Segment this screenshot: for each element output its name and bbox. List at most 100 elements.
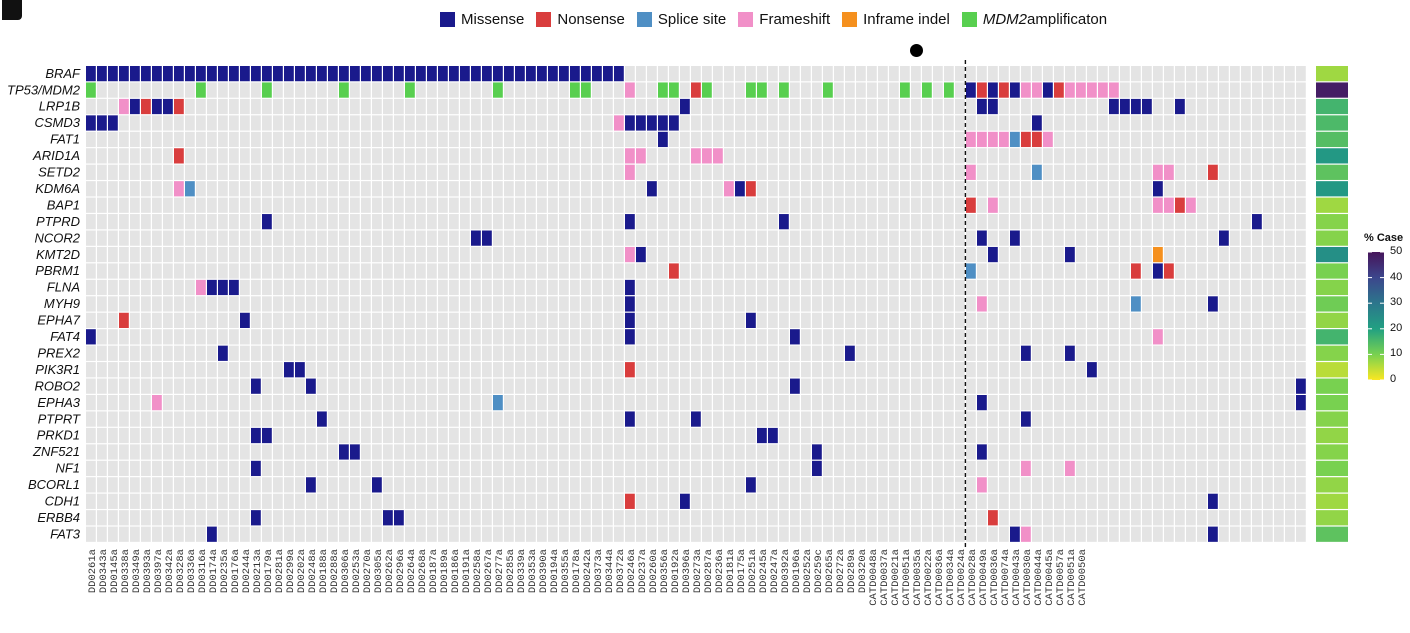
empty-cell <box>878 296 888 312</box>
empty-cell <box>977 526 987 542</box>
empty-cell <box>823 526 833 542</box>
mutation-cell <box>493 66 503 82</box>
empty-cell <box>339 246 349 263</box>
empty-cell <box>515 460 525 477</box>
empty-cell <box>394 362 404 378</box>
empty-cell <box>966 181 976 197</box>
mutation-cell <box>394 66 404 82</box>
mutation-cell <box>680 98 690 115</box>
empty-cell <box>746 263 756 279</box>
empty-cell <box>845 98 855 115</box>
empty-cell <box>658 98 668 115</box>
empty-cell <box>471 345 481 361</box>
empty-cell <box>680 296 690 312</box>
empty-cell <box>1109 230 1119 246</box>
empty-cell <box>482 427 492 444</box>
empty-cell <box>361 82 371 98</box>
empty-cell <box>592 395 602 411</box>
empty-cell <box>262 477 272 493</box>
empty-cell <box>515 477 525 493</box>
empty-cell <box>1263 312 1273 328</box>
empty-cell <box>317 131 327 148</box>
empty-cell <box>218 395 228 411</box>
sample-label: CATD0022a <box>923 549 935 606</box>
empty-cell <box>955 493 965 509</box>
empty-cell <box>559 477 569 493</box>
empty-cell <box>570 526 580 542</box>
empty-cell <box>108 329 118 345</box>
gene-label: SETD2 <box>38 165 81 180</box>
empty-cell <box>1274 345 1284 361</box>
sample-label: DD0264a <box>406 549 418 593</box>
empty-cell <box>251 98 261 115</box>
empty-cell <box>328 477 338 493</box>
empty-cell <box>526 345 536 361</box>
percent-case-cell <box>1316 427 1348 444</box>
mutation-cell <box>625 362 635 378</box>
empty-cell <box>306 296 316 312</box>
empty-cell <box>174 329 184 345</box>
empty-cell <box>1098 460 1108 477</box>
empty-cell <box>735 493 745 509</box>
empty-cell <box>471 197 481 213</box>
mutation-cell <box>1021 460 1031 477</box>
empty-cell <box>768 411 778 427</box>
empty-cell <box>1043 98 1053 115</box>
empty-cell <box>548 477 558 493</box>
empty-cell <box>427 181 437 197</box>
empty-cell <box>262 312 272 328</box>
empty-cell <box>97 230 107 246</box>
empty-cell <box>526 246 536 263</box>
empty-cell <box>295 329 305 345</box>
empty-cell <box>1274 510 1284 526</box>
empty-cell <box>603 246 613 263</box>
empty-cell <box>845 197 855 213</box>
empty-cell <box>592 329 602 345</box>
mutation-cell <box>207 66 217 82</box>
mutation-cell <box>1109 82 1119 98</box>
empty-cell <box>768 362 778 378</box>
empty-cell <box>867 82 877 98</box>
empty-cell <box>999 214 1009 230</box>
empty-cell <box>1065 312 1075 328</box>
empty-cell <box>845 444 855 460</box>
empty-cell <box>702 345 712 361</box>
empty-cell <box>174 526 184 542</box>
empty-cell <box>977 427 987 444</box>
empty-cell <box>955 197 965 213</box>
mutation-cell <box>339 444 349 460</box>
empty-cell <box>482 493 492 509</box>
empty-cell <box>581 362 591 378</box>
empty-cell <box>427 378 437 394</box>
empty-cell <box>669 164 679 180</box>
sample-label: DD0339a <box>516 549 528 593</box>
empty-cell <box>658 181 668 197</box>
empty-cell <box>636 230 646 246</box>
empty-cell <box>196 296 206 312</box>
empty-cell <box>570 378 580 394</box>
empty-cell <box>97 214 107 230</box>
empty-cell <box>251 115 261 131</box>
empty-cell <box>141 312 151 328</box>
empty-cell <box>823 411 833 427</box>
empty-cell <box>801 444 811 460</box>
empty-cell <box>669 526 679 542</box>
empty-cell <box>1010 197 1020 213</box>
empty-cell <box>614 493 624 509</box>
empty-cell <box>713 82 723 98</box>
empty-cell <box>1065 131 1075 148</box>
empty-cell <box>427 345 437 361</box>
empty-cell <box>724 296 734 312</box>
empty-cell <box>1076 181 1086 197</box>
empty-cell <box>207 510 217 526</box>
empty-cell <box>680 66 690 82</box>
empty-cell <box>152 444 162 460</box>
empty-cell <box>515 395 525 411</box>
empty-cell <box>1043 477 1053 493</box>
mutation-cell <box>141 98 151 115</box>
empty-cell <box>1252 395 1262 411</box>
mutation-cell <box>944 82 954 98</box>
empty-cell <box>933 181 943 197</box>
empty-cell <box>746 230 756 246</box>
mutation-cell <box>152 98 162 115</box>
